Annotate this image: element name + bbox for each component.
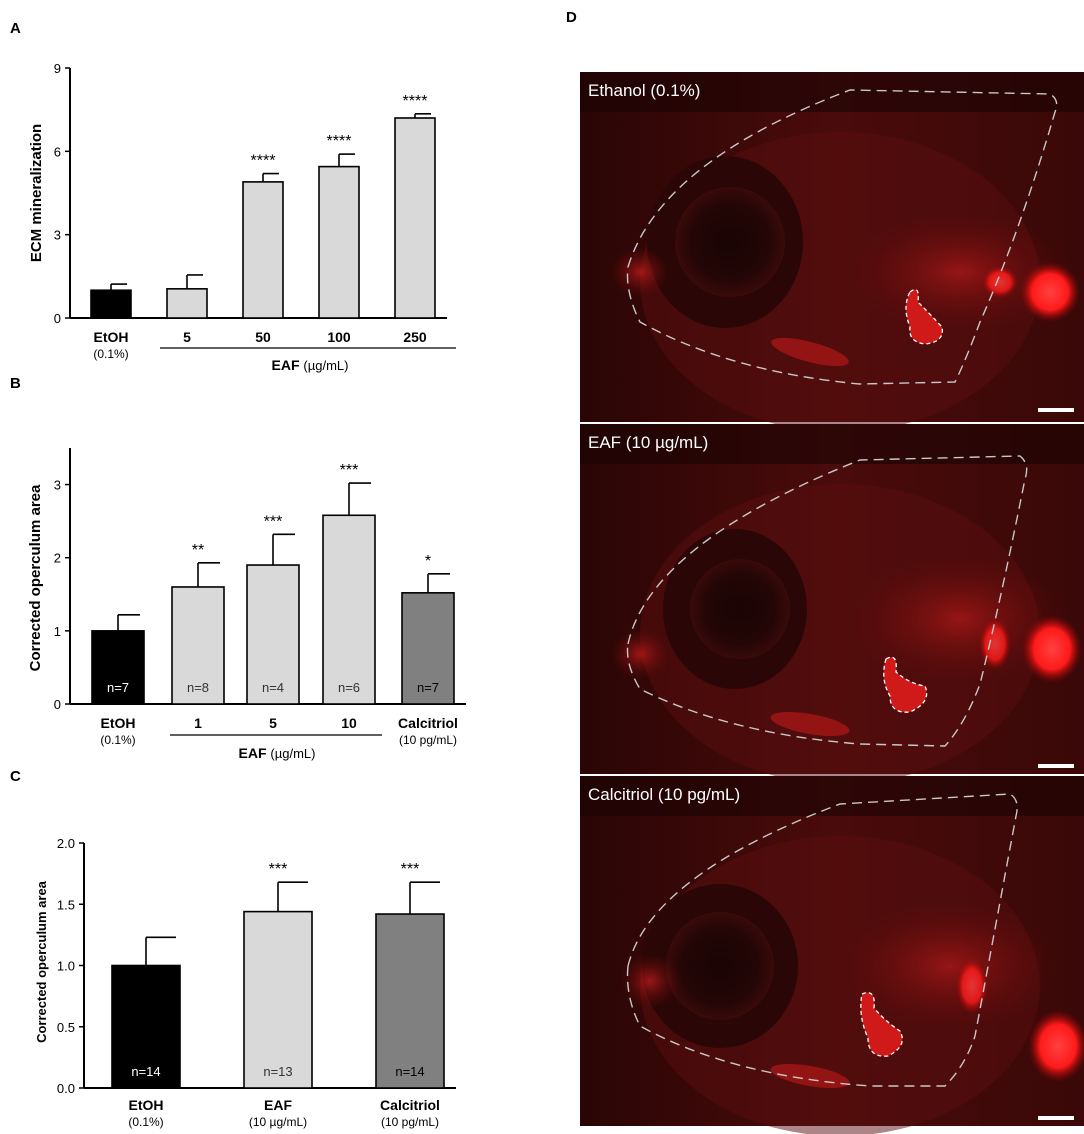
x-tick-label: 10: [341, 715, 357, 731]
n-label: n=8: [187, 680, 209, 695]
y-axis-label: Corrected operculum area: [34, 880, 49, 1043]
y-tick-label: 0.0: [57, 1081, 75, 1096]
x-tick-sublabel: (0.1%): [100, 733, 135, 747]
y-tick-label: 1: [54, 624, 61, 639]
image-label: Ethanol (0.1%): [588, 81, 700, 100]
bar: [91, 630, 145, 705]
panel-letter-b: B: [10, 375, 21, 392]
bar: [318, 165, 360, 319]
fish-head-image: Calcitriol (10 pg/mL): [580, 776, 1084, 1134]
image-panel-d: Ethanol (0.1%) EAF (10 µg/mL): [580, 72, 1084, 1134]
bars: n=7 ** n=8 *** n=4 *** n=6 * n=7: [91, 462, 455, 705]
group-label-unit: (µg/mL): [303, 358, 348, 373]
n-label: n=7: [417, 680, 439, 695]
x-tick-label: 1: [194, 715, 202, 731]
y-tick-label: 9: [54, 61, 61, 76]
significance-label: ***: [269, 861, 288, 878]
significance-label: ****: [327, 133, 352, 150]
category-labels: EtOH (0.1%) 1 5 10 Calcitriol (10 pg/mL): [100, 715, 458, 747]
significance-label: ***: [401, 861, 420, 878]
y-tick-label: 0: [54, 311, 61, 326]
group-label: EAF (µg/mL): [239, 745, 316, 761]
y-axis-label: ECM mineralization: [28, 124, 45, 262]
bar: [242, 181, 284, 319]
n-label: n=4: [262, 680, 284, 695]
bars: n=14 *** n=13 *** n=14: [111, 861, 445, 1089]
bar: [90, 289, 132, 319]
x-tick-label: 5: [269, 715, 277, 731]
x-tick-label: 100: [327, 329, 351, 345]
x-tick-label: EAF: [264, 1097, 292, 1113]
x-tick-label: 250: [403, 329, 427, 345]
x-tick-sublabel: (0.1%): [93, 347, 128, 361]
x-tick-sublabel: (10 pg/mL): [399, 733, 457, 747]
axes: 0 3 6 9: [54, 61, 456, 349]
y-tick-label: 3: [54, 478, 61, 493]
bar: [401, 592, 455, 705]
panel-letter-c: C: [10, 768, 21, 785]
significance-label: ***: [264, 513, 283, 530]
n-label: n=14: [395, 1064, 424, 1079]
bar: [375, 913, 445, 1089]
significance-label: *: [425, 553, 431, 570]
panel-letter-a: A: [10, 20, 21, 37]
significance-label: ***: [340, 462, 359, 479]
group-label: EAF (µg/mL): [272, 357, 349, 373]
fish-head-image: EAF (10 µg/mL): [580, 424, 1084, 784]
y-tick-label: 1.0: [57, 959, 75, 974]
bar: [243, 910, 313, 1089]
bar: [394, 117, 436, 319]
significance-label: ****: [403, 93, 428, 110]
x-tick-label: Calcitriol: [380, 1097, 440, 1113]
category-labels: EtOH (0.1%) EAF (10 µg/mL) Calcitriol (10 pg/…: [128, 1097, 440, 1129]
bar: [246, 564, 300, 705]
panel-letter-d: D: [566, 9, 577, 26]
y-tick-label: 0.5: [57, 1020, 75, 1035]
n-label: n=14: [131, 1064, 160, 1079]
n-label: n=6: [338, 680, 360, 695]
x-tick-label: EtOH: [129, 1097, 164, 1113]
n-label: n=7: [107, 680, 129, 695]
x-tick-label: 50: [255, 329, 271, 345]
y-tick-label: 1.5: [57, 897, 75, 912]
image-label: Calcitriol (10 pg/mL): [588, 785, 740, 804]
x-tick-label: Calcitriol: [398, 715, 458, 731]
x-tick-sublabel: (0.1%): [128, 1115, 163, 1129]
y-tick-label: 2: [54, 551, 61, 566]
x-tick-label: EtOH: [94, 329, 129, 345]
y-tick-label: 2.0: [57, 836, 75, 851]
image-label: EAF (10 µg/mL): [588, 433, 708, 452]
y-tick-label: 0: [54, 697, 61, 712]
y-tick-label: 3: [54, 228, 61, 243]
fish-head-image: Ethanol (0.1%): [580, 72, 1084, 432]
group-label-main: EAF: [272, 357, 300, 373]
bar: [322, 514, 376, 705]
x-tick-label: EtOH: [101, 715, 136, 731]
x-tick-sublabel: (10 µg/mL): [249, 1115, 307, 1129]
bar: [171, 586, 225, 705]
x-tick-sublabel: (10 pg/mL): [381, 1115, 439, 1129]
y-axis-label: Corrected operculum area: [27, 484, 44, 671]
group-label-unit: (µg/mL): [270, 746, 315, 761]
bar: [111, 964, 181, 1089]
bar: [166, 288, 208, 319]
significance-label: ****: [251, 153, 276, 170]
chart-c: Corrected operculum area 0.0 0.5 1.0 1.5 2.0…: [34, 836, 456, 1129]
n-label: n=13: [263, 1064, 292, 1079]
significance-label: **: [192, 542, 204, 559]
x-tick-label: 5: [183, 329, 191, 345]
chart-a: ECM mineralization 0 3 6 9 **** **** **** EtO…: [28, 61, 456, 373]
group-label-main: EAF: [239, 745, 267, 761]
category-labels: EtOH (0.1%) 5 50 100 250: [93, 329, 427, 361]
y-tick-label: 6: [54, 144, 61, 159]
bars: **** **** ****: [90, 93, 436, 319]
